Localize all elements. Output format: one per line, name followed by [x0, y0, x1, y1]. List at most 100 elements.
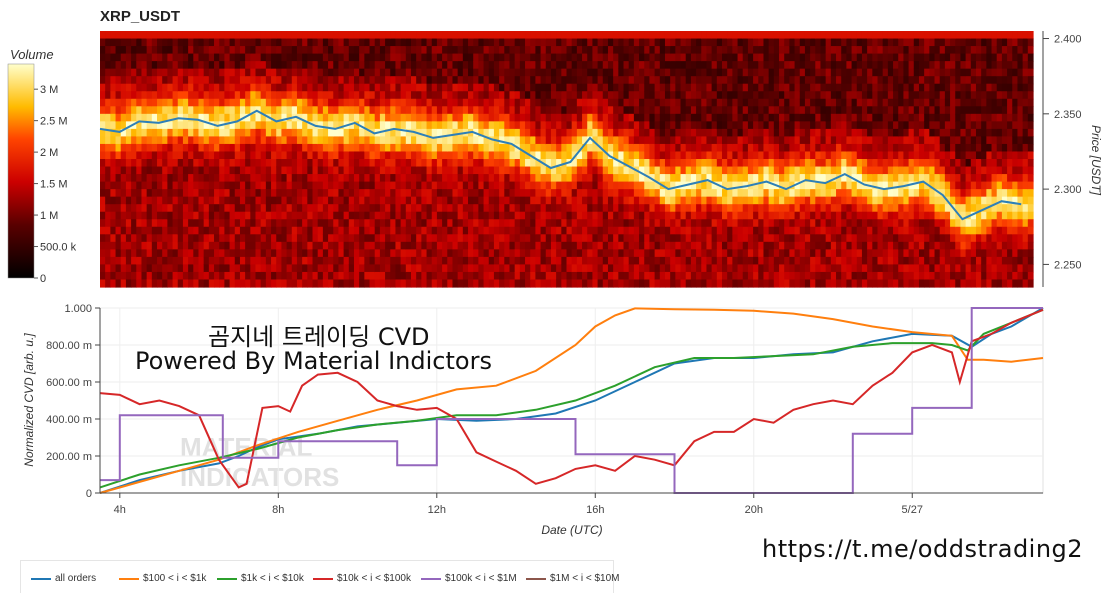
heatmap-cell — [789, 113, 796, 122]
heatmap-cell — [281, 159, 288, 168]
heatmap-cell — [618, 143, 625, 153]
heatmap-cell — [514, 68, 521, 77]
heatmap-cell — [473, 189, 479, 198]
heatmap-cell — [224, 121, 231, 130]
heatmap-cell — [468, 61, 474, 70]
heatmap-cell — [177, 226, 184, 235]
heatmap-cell — [208, 151, 215, 160]
heatmap-cell — [296, 68, 303, 77]
heatmap-cell — [773, 256, 780, 266]
heatmap-cell — [509, 271, 516, 281]
heatmap-cell — [136, 241, 143, 250]
heatmap-cell — [276, 204, 283, 213]
heatmap-cell — [146, 211, 153, 220]
heatmap-cell — [322, 151, 329, 160]
heatmap-cell — [742, 264, 749, 273]
heatmap-cell — [836, 46, 842, 55]
heatmap-cell — [716, 91, 723, 100]
heatmap-cell — [239, 249, 246, 258]
heatmap-cell — [483, 31, 490, 40]
heatmap-cell — [628, 91, 635, 100]
heatmap-cell — [763, 219, 770, 228]
heatmap-cell — [105, 83, 111, 92]
heatmap-cell — [307, 83, 314, 92]
heatmap-cell — [260, 106, 267, 115]
heatmap-cell — [597, 91, 604, 100]
heatmap-cell — [799, 136, 806, 145]
heatmap-cell — [457, 121, 464, 130]
heatmap-cell — [587, 279, 594, 288]
heatmap-cell — [680, 83, 687, 92]
heatmap-cell — [758, 271, 765, 281]
heatmap-cell — [146, 53, 153, 62]
heatmap-cell — [690, 174, 697, 183]
heatmap-cell — [582, 98, 588, 107]
heatmap-cell — [255, 31, 262, 40]
heatmap-cell — [644, 46, 651, 55]
heatmap-cell — [519, 219, 526, 228]
heatmap-cell — [385, 279, 391, 288]
heatmap-cell — [411, 189, 417, 198]
heatmap-cell — [162, 219, 168, 228]
heatmap-cell — [131, 91, 137, 100]
heatmap-cell — [452, 46, 459, 55]
heatmap-cell — [571, 241, 578, 250]
heatmap-cell — [779, 91, 785, 100]
heatmap-cell — [400, 121, 407, 130]
heatmap-cell — [100, 83, 106, 92]
heatmap-cell — [483, 234, 490, 243]
heatmap-cell — [405, 234, 412, 243]
heatmap-cell — [773, 271, 780, 281]
heatmap-cell — [644, 76, 651, 85]
heatmap-cell — [711, 211, 718, 220]
heatmap-cell — [338, 264, 345, 273]
heatmap-cell — [151, 204, 158, 213]
heatmap-cell — [364, 256, 371, 266]
heatmap-cell — [763, 136, 770, 145]
heatmap-cell — [706, 136, 713, 145]
heatmap-cell — [592, 196, 599, 205]
heatmap-cell — [359, 143, 365, 153]
heatmap-cell — [535, 106, 542, 115]
heatmap-cell — [732, 249, 739, 258]
heatmap-cell — [115, 271, 122, 281]
heatmap-cell — [727, 189, 733, 198]
heatmap-cell — [136, 256, 143, 266]
heatmap-cell — [856, 264, 863, 273]
heatmap-cell — [353, 136, 360, 145]
heatmap-cell — [664, 53, 671, 62]
heatmap-cell — [851, 211, 858, 220]
heatmap-cell — [374, 271, 381, 281]
heatmap-cell — [457, 204, 464, 213]
heatmap-cell — [530, 83, 536, 92]
heatmap-cell — [571, 113, 578, 122]
heatmap-cell — [758, 279, 765, 288]
heatmap-cell — [271, 128, 277, 138]
heatmap-cell — [317, 159, 324, 168]
heatmap-cell — [550, 136, 557, 145]
heatmap-cell — [742, 196, 749, 205]
heatmap-cell — [592, 211, 599, 220]
heatmap-cell — [722, 279, 728, 288]
heatmap-cell — [167, 271, 174, 281]
heatmap-cell — [431, 53, 438, 62]
heatmap-cell — [587, 53, 594, 62]
heatmap-cell — [353, 264, 360, 273]
heatmap-cell — [348, 256, 355, 266]
heatmap-cell — [644, 98, 651, 107]
heatmap-cell — [644, 143, 651, 153]
heatmap-cell — [286, 136, 293, 145]
heatmap-cell — [571, 38, 578, 47]
heatmap-cell — [281, 234, 288, 243]
heatmap-cell — [208, 279, 215, 288]
heatmap-cell — [680, 98, 687, 107]
heatmap-cell — [338, 113, 345, 122]
heatmap-cell — [312, 189, 319, 198]
heatmap-cell — [685, 91, 692, 100]
heatmap-cell — [711, 166, 718, 175]
heatmap-cell — [550, 181, 557, 190]
heatmap-cell — [727, 226, 733, 235]
heatmap-cell — [716, 174, 723, 183]
heatmap-cell — [188, 174, 194, 183]
heatmap-cell — [307, 249, 314, 258]
